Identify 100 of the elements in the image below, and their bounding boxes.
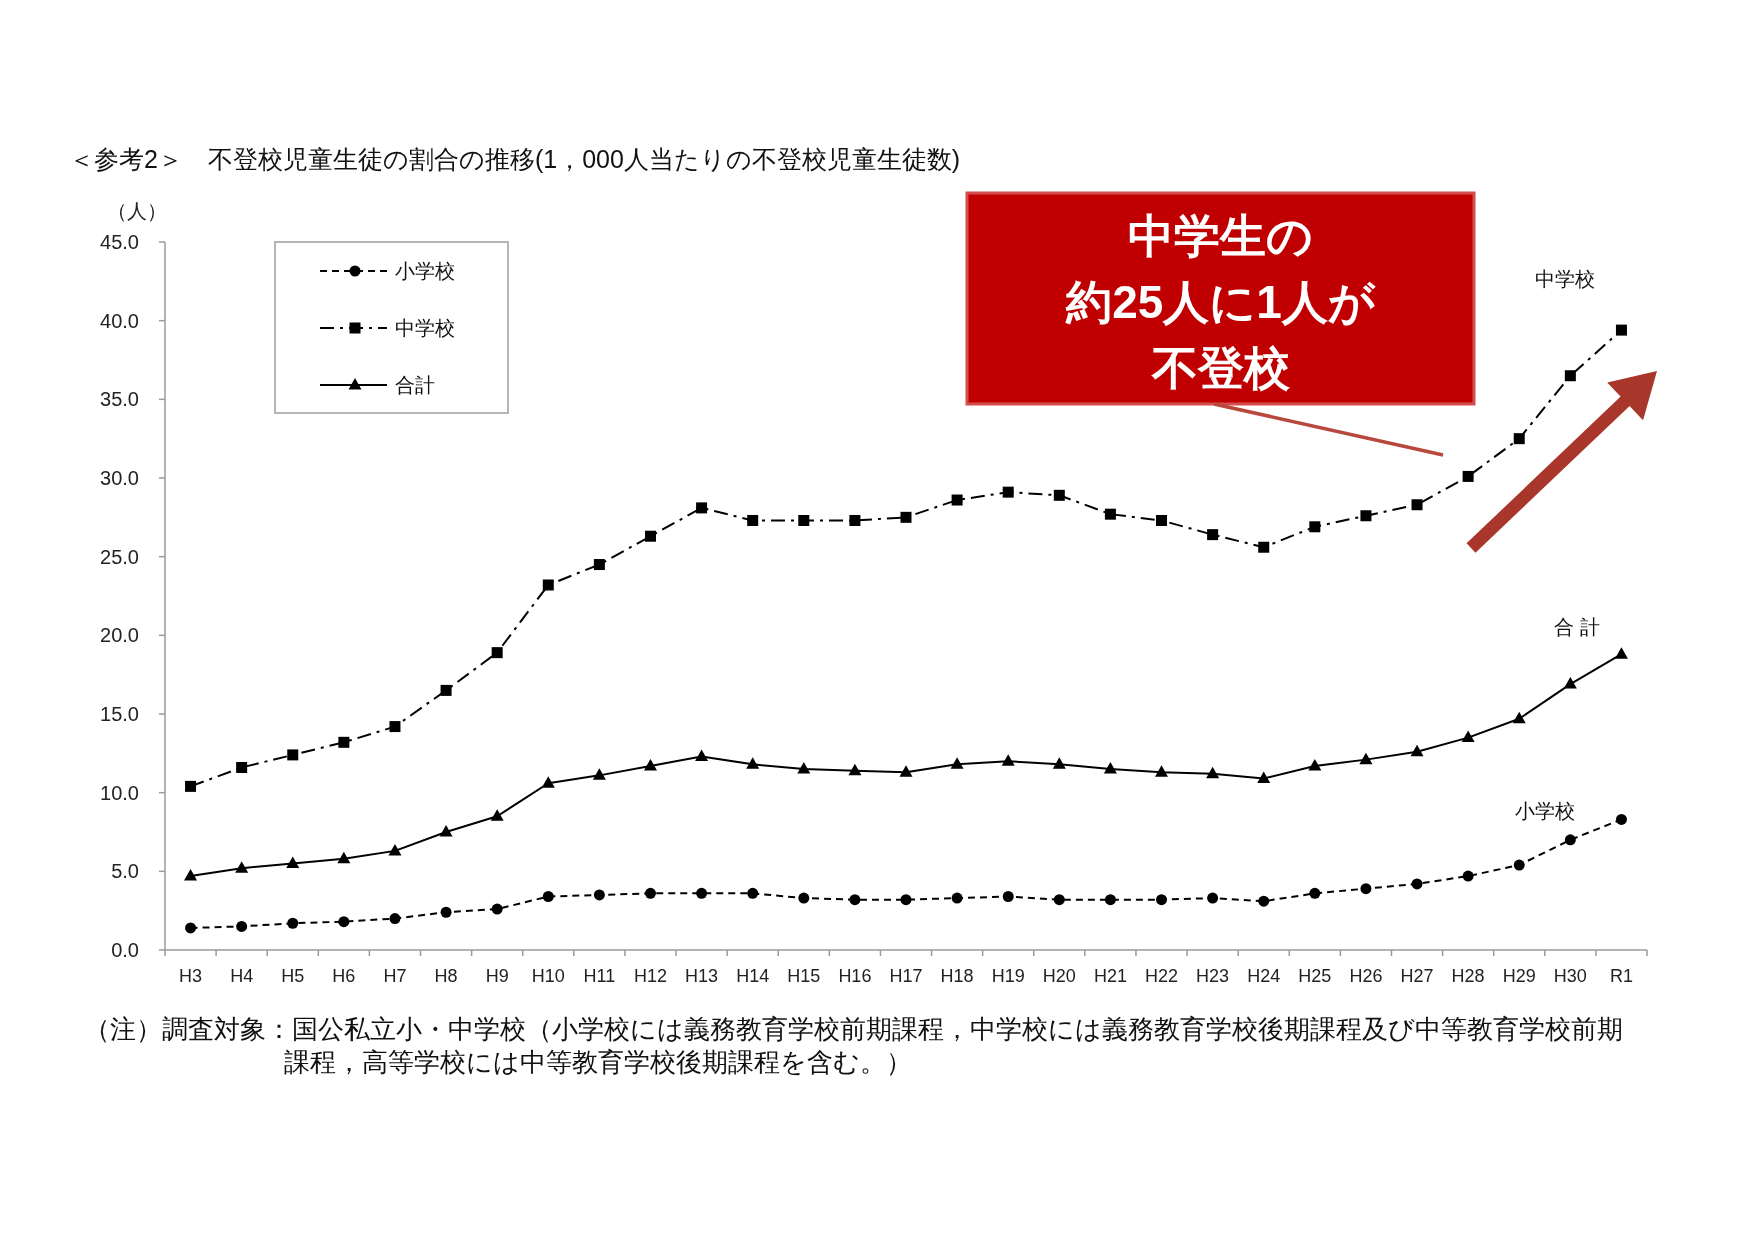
legend-label: 小学校 xyxy=(395,260,455,282)
point xyxy=(696,887,708,899)
point xyxy=(236,920,248,932)
point xyxy=(440,906,452,918)
point xyxy=(1461,730,1475,743)
point xyxy=(1001,754,1015,766)
point xyxy=(1513,433,1525,445)
x-tick-label: H12 xyxy=(633,966,667,986)
point xyxy=(1104,894,1116,906)
x-tick-label: H5 xyxy=(281,966,305,986)
point xyxy=(389,721,401,733)
point xyxy=(644,530,656,542)
point xyxy=(389,913,401,925)
point xyxy=(1002,891,1014,903)
x-tick-label: H11 xyxy=(583,966,616,986)
y-axis-title: （人） xyxy=(107,200,167,222)
annotation: 小学校 xyxy=(1515,800,1575,822)
point xyxy=(643,758,657,771)
point xyxy=(798,514,810,526)
point xyxy=(900,894,912,906)
x-tick-label: H22 xyxy=(1145,966,1179,986)
point xyxy=(338,736,350,748)
point xyxy=(1360,510,1372,522)
point xyxy=(1155,765,1169,777)
point xyxy=(542,579,554,591)
y-tick-label: 45.0 xyxy=(100,231,139,253)
point xyxy=(592,768,606,780)
point xyxy=(338,916,350,928)
x-tick-label: H21 xyxy=(1093,966,1127,986)
x-tick-label: H13 xyxy=(685,966,719,986)
point xyxy=(236,761,248,773)
y-tick-label: 15.0 xyxy=(100,703,139,725)
legend-label: 合計 xyxy=(395,374,435,396)
point xyxy=(1104,508,1116,520)
x-tick-label: H18 xyxy=(940,966,974,986)
point xyxy=(747,514,759,526)
point xyxy=(1360,883,1372,895)
point xyxy=(1615,324,1627,336)
point xyxy=(1103,762,1117,774)
point xyxy=(1002,486,1014,498)
point xyxy=(1512,711,1526,724)
point xyxy=(491,647,503,659)
x-tick-label: R1 xyxy=(1609,966,1633,986)
chart-title: ＜参考2＞ 不登校児童生徒の割合の推移(1，000人当たりの不登校児童生徒数) xyxy=(69,145,961,173)
text: （注）調査対象：国公私立小・中学校（小学校には義務教育学校前期課程，中学校には義務教育学校後期課程及び中等教育学校前期課程，高等学校には中等教育学校後期課程を含む。） xyxy=(84,1013,1624,1079)
x-tick-label: H16 xyxy=(838,966,872,986)
x-tick-label: H3 xyxy=(179,966,203,986)
y-tick-label: 35.0 xyxy=(100,388,139,411)
point xyxy=(1258,541,1270,553)
point xyxy=(1156,894,1168,906)
point xyxy=(950,757,964,769)
point xyxy=(593,889,605,901)
point xyxy=(388,843,402,856)
point xyxy=(593,559,605,571)
point xyxy=(235,861,249,873)
point xyxy=(542,891,554,903)
x-tick-label: H30 xyxy=(1553,966,1587,986)
point xyxy=(900,511,912,523)
point xyxy=(1359,752,1373,765)
point xyxy=(798,892,810,904)
point xyxy=(951,494,963,506)
point xyxy=(1309,887,1321,899)
x-tick-label: H10 xyxy=(531,966,565,986)
point xyxy=(541,776,555,788)
x-tick-label: H20 xyxy=(1042,966,1076,986)
point xyxy=(1615,813,1627,825)
x-tick-label: H28 xyxy=(1451,966,1485,986)
point xyxy=(849,894,861,906)
x-tick-label: H25 xyxy=(1298,966,1332,986)
x-tick-label: H15 xyxy=(787,966,821,986)
point xyxy=(1614,647,1628,659)
x-tick-label: H6 xyxy=(332,966,356,986)
annotation: 不登校 xyxy=(1150,342,1291,394)
point xyxy=(184,869,198,881)
x-tick-label: H17 xyxy=(889,966,923,986)
point xyxy=(1053,894,1065,906)
point xyxy=(1053,489,1065,501)
x-tick-label: H4 xyxy=(230,966,254,986)
point xyxy=(1564,370,1576,382)
point xyxy=(1411,878,1423,890)
y-tick-label: 0.0 xyxy=(111,939,139,961)
point xyxy=(185,780,197,792)
point xyxy=(1206,766,1220,779)
point xyxy=(696,502,708,514)
annotation: 中学生の xyxy=(1128,210,1313,262)
point xyxy=(899,765,913,777)
x-tick-label: H26 xyxy=(1349,966,1383,986)
point xyxy=(185,922,197,934)
point xyxy=(797,762,811,774)
point xyxy=(491,903,503,915)
point xyxy=(1462,870,1474,882)
y-tick-label: 20.0 xyxy=(100,624,139,647)
annotation: 合 計 xyxy=(1554,616,1600,638)
point xyxy=(337,851,351,864)
point xyxy=(1564,834,1576,846)
x-tick-label: H8 xyxy=(434,966,458,986)
x-tick-label: H24 xyxy=(1247,966,1281,986)
point xyxy=(439,825,453,837)
point xyxy=(490,809,504,821)
point xyxy=(1563,677,1577,689)
